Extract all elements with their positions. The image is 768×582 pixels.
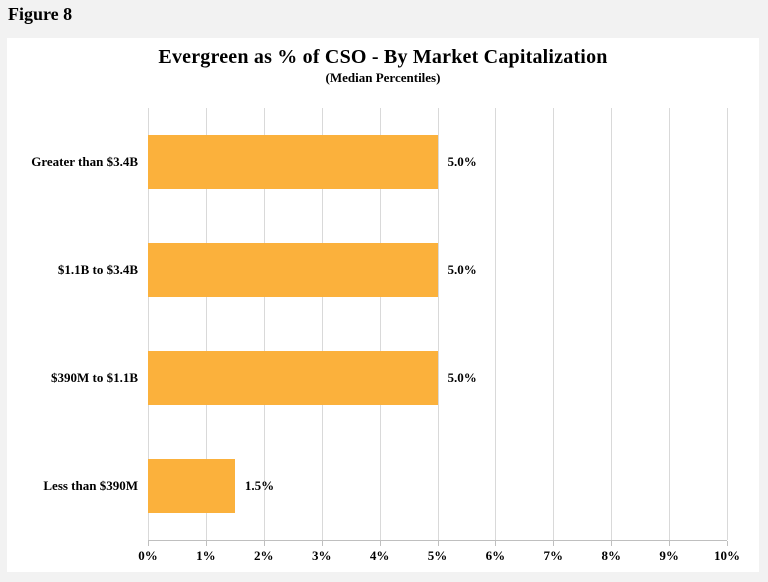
axis-tick-mark (669, 541, 671, 546)
x-tick-label: 6% (485, 548, 506, 563)
axis-tick-mark (205, 541, 207, 546)
category-label: Less than $390M (43, 478, 138, 493)
bar-value-label: 5.0% (447, 154, 477, 169)
gridline (263, 108, 265, 540)
bar (148, 351, 438, 405)
gridline (553, 108, 555, 540)
x-tick-label: 0% (138, 548, 158, 563)
x-tick-label: 10% (714, 548, 740, 563)
x-tick-label: 9% (659, 548, 679, 563)
plot-area: 5.0% 5.0% 5.0% 1.5% (148, 108, 728, 546)
category-labels: Greater than $3.4B $1.1B to $3.4B $390M to… (7, 108, 138, 540)
category-label: Greater than $3.4B (31, 154, 138, 169)
gridline (205, 108, 207, 540)
gridline (611, 108, 613, 540)
axis-tick-mark (379, 541, 381, 546)
bar-value-label: 1.5% (244, 478, 275, 493)
x-tick-label: 4% (369, 548, 390, 563)
axis-tick-mark (495, 541, 497, 546)
x-tick-label: 8% (601, 548, 621, 563)
x-tick-label: 2% (254, 548, 274, 563)
chart-subtitle: (Median Percentiles) (325, 70, 441, 85)
axis-tick-mark (611, 541, 613, 546)
axis-tick-mark (321, 541, 323, 546)
category-label: $1.1B to $3.4B (57, 262, 138, 277)
chart-title: Evergreen as % of CSO - By Market Capita… (158, 46, 608, 68)
axis-tick-mark (263, 541, 265, 546)
gridline (669, 108, 671, 540)
category-label: $390M to $1.1B (50, 370, 138, 385)
bar-value-label: 5.0% (447, 370, 477, 385)
x-tick-label: 1% (196, 548, 216, 563)
axis-tick-mark (553, 541, 555, 546)
x-axis-labels: 0% 1% 2% 3% 4% 5% 6% 7% 8% 9% 10% (138, 548, 740, 568)
gridline (727, 108, 728, 540)
gridline (379, 108, 381, 540)
axis-tick-mark (437, 541, 439, 546)
x-tick-label: 3% (311, 548, 332, 563)
bar (148, 135, 438, 189)
figure-label: Figure 8 (8, 4, 73, 24)
gridline (437, 108, 439, 540)
bar (148, 243, 438, 297)
x-tick-label: 7% (543, 548, 564, 563)
axis-tick-mark (148, 541, 149, 546)
gridline (495, 108, 497, 540)
bar (148, 459, 235, 513)
gridline (321, 108, 323, 540)
chart-panel: Evergreen as % of CSO - By Market Capita… (7, 38, 759, 572)
axis-tick-mark (727, 541, 728, 546)
bar-value-label: 5.0% (447, 262, 477, 277)
x-tick-label: 5% (427, 548, 448, 563)
gridline (148, 108, 149, 540)
